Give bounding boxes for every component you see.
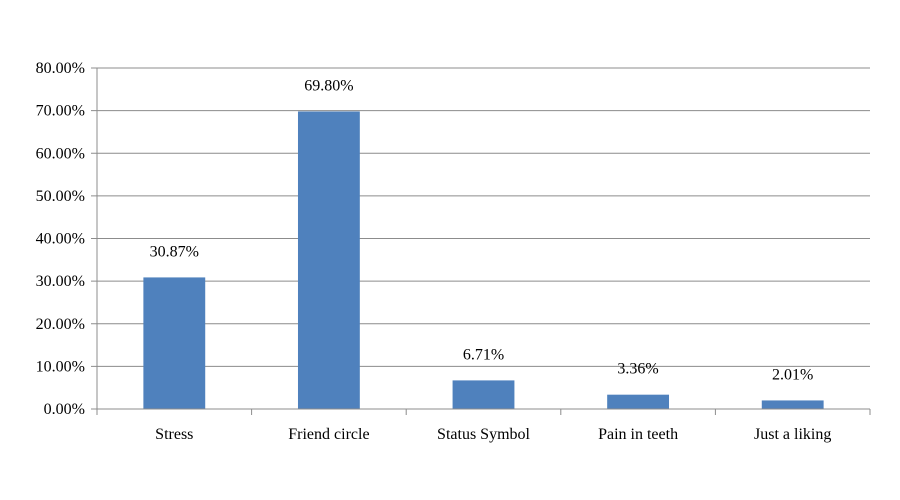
bar	[143, 277, 206, 409]
data-label: 69.80%	[304, 77, 353, 94]
y-tick-label: 60.00%	[36, 145, 85, 162]
x-category-label: Stress	[155, 426, 193, 443]
bars	[143, 111, 824, 409]
bar	[761, 400, 824, 409]
bar	[607, 394, 670, 409]
data-label: 6.71%	[463, 346, 504, 363]
y-tick-label: 70.00%	[36, 103, 85, 120]
x-category-label: Friend circle	[288, 426, 369, 443]
data-label: 3.36%	[617, 361, 658, 378]
y-tick-label: 80.00%	[36, 60, 85, 77]
gridlines	[97, 67, 870, 367]
y-tick-label: 50.00%	[36, 188, 85, 205]
x-category-label: Status Symbol	[437, 426, 530, 443]
x-category-label: Pain in teeth	[598, 426, 678, 443]
bar	[452, 380, 515, 409]
y-tick-label: 10.00%	[36, 358, 85, 375]
axes	[91, 67, 871, 415]
labels: 0.00% 10.00% 20.00% 30.00% 40.00% 50.00% 60.00…	[36, 60, 832, 443]
y-tick-label: 40.00%	[36, 231, 85, 248]
x-category-label: Just a liking	[754, 426, 831, 443]
y-tick-label: 20.00%	[36, 316, 85, 333]
bar	[297, 111, 360, 409]
data-label: 2.01%	[772, 366, 813, 383]
data-label: 30.87%	[150, 243, 199, 260]
y-tick-label: 0.00%	[44, 401, 85, 418]
y-tick-label: 30.00%	[36, 273, 85, 290]
